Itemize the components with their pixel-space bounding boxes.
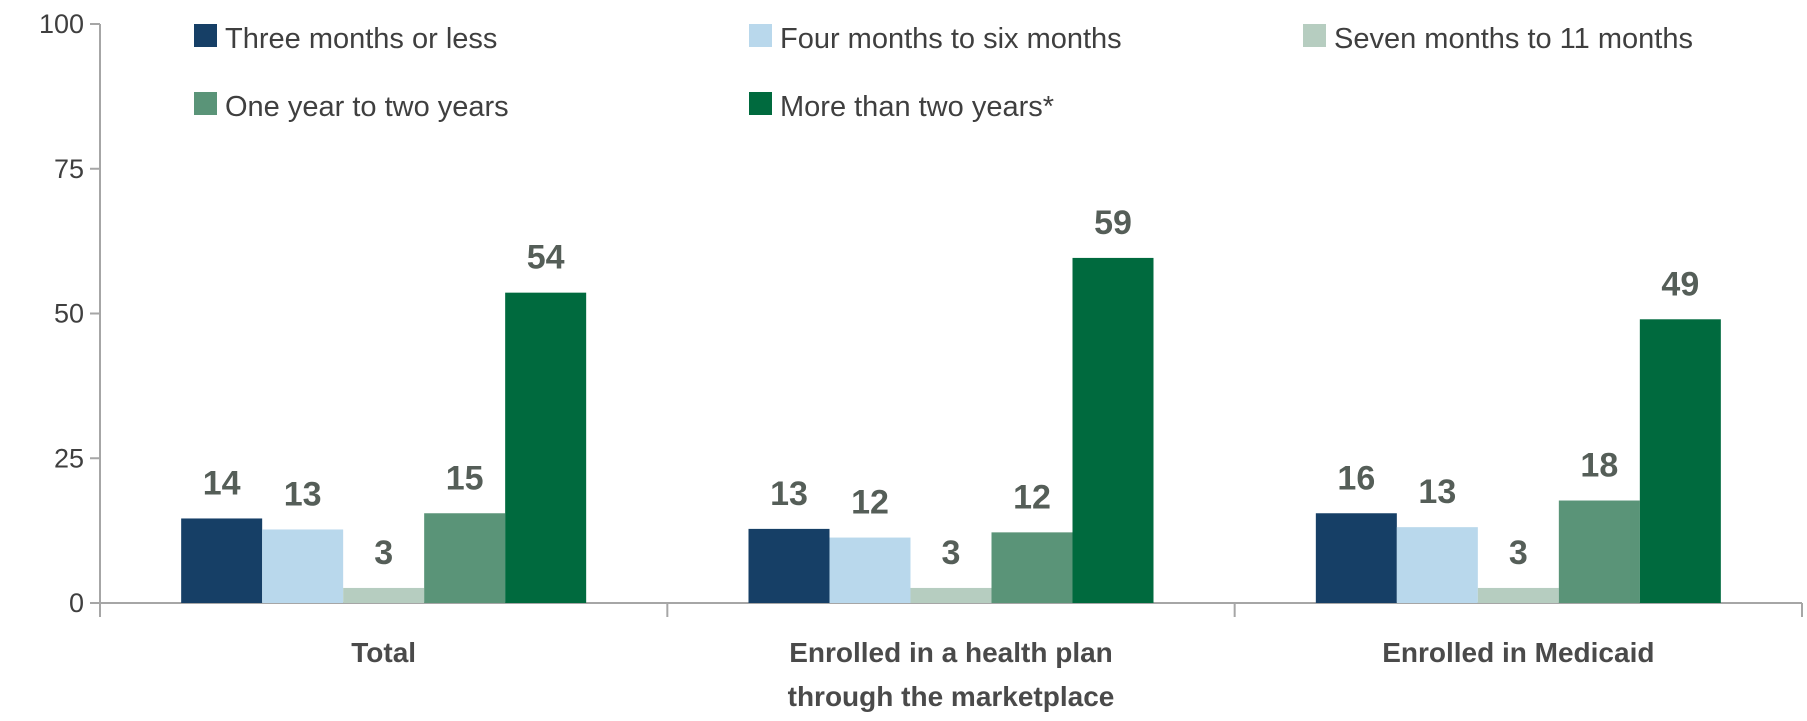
legend-label: One year to two years bbox=[225, 91, 509, 123]
bar bbox=[1072, 257, 1154, 603]
data-label: 49 bbox=[1661, 265, 1699, 303]
data-label: 3 bbox=[1509, 534, 1528, 572]
legend-swatch bbox=[194, 24, 217, 47]
legend-swatch bbox=[194, 92, 217, 115]
data-label: 13 bbox=[1418, 473, 1456, 511]
bar bbox=[1477, 587, 1559, 603]
x-axis bbox=[99, 602, 1803, 617]
legend-swatch bbox=[1303, 24, 1326, 47]
y-tick-label: 25 bbox=[54, 443, 84, 473]
bars bbox=[181, 257, 1721, 603]
y-tick-label: 75 bbox=[54, 154, 84, 184]
legend-label: Four months to six months bbox=[780, 23, 1122, 55]
data-label: 3 bbox=[942, 534, 961, 572]
bar bbox=[829, 537, 911, 603]
data-label: 59 bbox=[1094, 204, 1132, 242]
legend-label: Three months or less bbox=[225, 23, 497, 55]
bar bbox=[1639, 319, 1721, 603]
legend-label: Seven months to 11 months bbox=[1334, 23, 1693, 55]
data-label: 12 bbox=[851, 484, 889, 522]
category-labels: Total Enrolled in a health plan through th… bbox=[351, 637, 1654, 712]
data-label: 14 bbox=[203, 464, 241, 502]
data-label: 16 bbox=[1337, 459, 1375, 497]
data-label: 15 bbox=[446, 459, 484, 497]
data-label: 3 bbox=[374, 534, 393, 572]
bar bbox=[748, 528, 830, 603]
legend: Three months or less Four months to six m… bbox=[194, 23, 1693, 123]
data-labels: 14 13 3 15 54 13 12 3 12 59 16 13 3 18 49 bbox=[203, 204, 1699, 572]
data-label: 13 bbox=[770, 475, 808, 513]
bar bbox=[343, 587, 425, 603]
data-label: 54 bbox=[527, 239, 565, 277]
legend-swatch bbox=[749, 24, 772, 47]
category-label: Enrolled in Medicaid bbox=[1382, 637, 1654, 668]
bar bbox=[262, 529, 344, 603]
y-tick-label: 0 bbox=[69, 588, 84, 618]
y-tick-label: 50 bbox=[54, 299, 84, 329]
legend-swatch bbox=[749, 92, 772, 115]
bar bbox=[910, 587, 992, 603]
bar bbox=[505, 292, 587, 603]
y-tick-label: 100 bbox=[39, 9, 84, 39]
y-axis: 0 25 50 75 100 bbox=[39, 9, 101, 618]
legend-label: More than two years* bbox=[780, 91, 1054, 123]
bar bbox=[1396, 527, 1478, 603]
data-label: 12 bbox=[1013, 478, 1051, 516]
category-label: through the marketplace bbox=[788, 681, 1115, 712]
bar bbox=[181, 518, 263, 603]
bar bbox=[1315, 513, 1397, 603]
bar bbox=[991, 532, 1073, 603]
bar bbox=[424, 513, 506, 603]
bar bbox=[1558, 500, 1640, 603]
category-label: Enrolled in a health plan bbox=[789, 637, 1113, 668]
category-label: Total bbox=[351, 637, 416, 668]
data-label: 18 bbox=[1580, 447, 1618, 485]
data-label: 13 bbox=[284, 475, 322, 513]
